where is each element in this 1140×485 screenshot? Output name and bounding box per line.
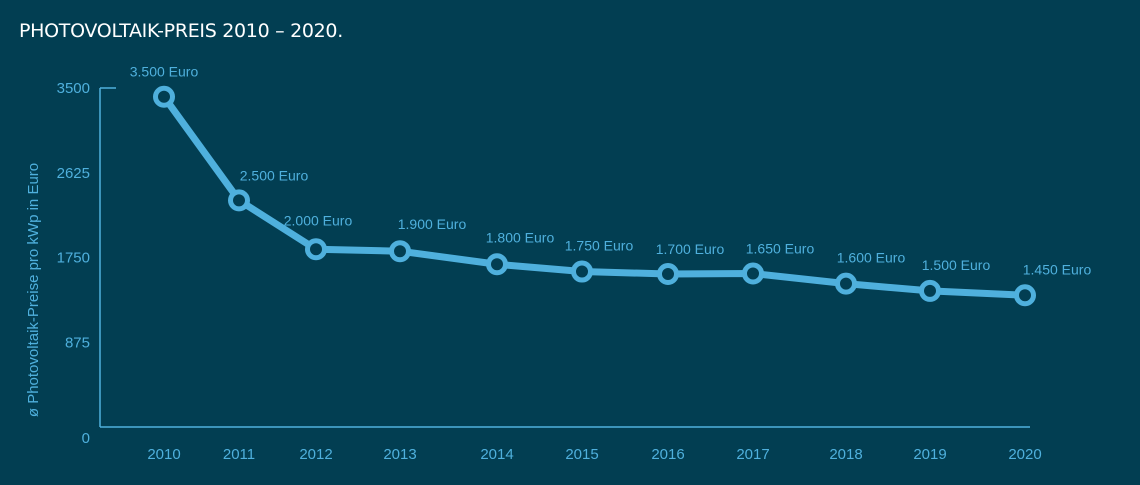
y-tick-label: 2625	[57, 165, 90, 182]
data-label: 2.000 Euro	[284, 212, 353, 228]
data-label: 2.500 Euro	[240, 167, 309, 183]
y-tick-label: 875	[65, 334, 90, 351]
data-point	[657, 262, 679, 285]
x-tick-label: 2015	[565, 446, 598, 463]
data-label: 1.500 Euro	[922, 257, 991, 273]
data-label: 1.800 Euro	[486, 229, 555, 245]
data-point	[835, 272, 857, 295]
data-label: 3.500 Euro	[130, 64, 199, 80]
data-label: 1.700 Euro	[656, 241, 725, 257]
data-points	[153, 85, 1036, 307]
data-label: 1.600 Euro	[837, 250, 906, 266]
data-point	[228, 189, 250, 212]
x-tick-label: 2016	[651, 446, 684, 463]
x-tick-label: 2010	[147, 446, 180, 463]
data-point	[919, 279, 941, 302]
x-tick-label: 2018	[829, 446, 862, 463]
chart-title: PHOTOVOLTAIK-PREIS 2010 – 2020.	[19, 20, 343, 42]
axes: 0 875 1750 2625 3500 2010 2011 2012 2013 2014 2015…	[25, 80, 1042, 463]
data-point	[389, 240, 411, 263]
x-tick-label: 2020	[1008, 446, 1041, 463]
data-point	[305, 238, 327, 261]
y-tick-label: 0	[82, 430, 90, 447]
data-label: 1.750 Euro	[565, 238, 634, 254]
y-tick-label: 1750	[57, 250, 90, 267]
x-tick-label: 2017	[736, 446, 769, 463]
x-tick-label: 2011	[223, 446, 255, 463]
x-tick-label: 2012	[299, 446, 332, 463]
data-labels: 3.500 Euro 2.500 Euro 2.000 Euro 1.900 Euro…	[130, 64, 1092, 278]
data-point	[742, 262, 764, 285]
data-point	[153, 85, 175, 108]
data-label: 1.450 Euro	[1023, 261, 1092, 277]
y-tick-label: 3500	[57, 80, 90, 97]
x-tick-label: 2013	[383, 446, 416, 463]
data-point	[1014, 284, 1036, 307]
data-point	[571, 260, 593, 283]
x-tick-label: 2019	[913, 446, 946, 463]
x-tick-label: 2014	[480, 446, 513, 463]
data-label: 1.900 Euro	[398, 216, 467, 232]
y-axis-title: ø Photovoltaik-Preise pro kWp in Euro	[25, 163, 42, 417]
data-label: 1.650 Euro	[746, 240, 815, 256]
data-point	[486, 253, 508, 276]
